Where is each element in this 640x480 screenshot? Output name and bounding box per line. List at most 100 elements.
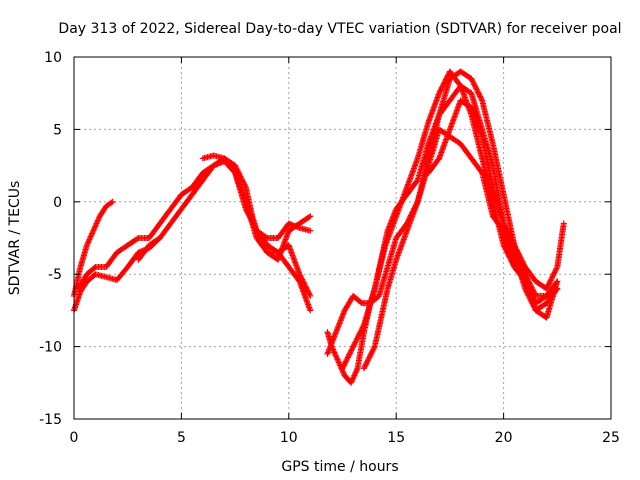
data-point	[306, 214, 313, 221]
data-point	[523, 288, 530, 295]
x-tick-label: 0	[70, 430, 79, 446]
data-point	[340, 362, 347, 369]
data-point	[554, 278, 561, 285]
data-point	[353, 336, 360, 343]
data-point	[547, 277, 554, 284]
data-point	[343, 357, 350, 364]
data-point	[346, 350, 353, 357]
data-point	[472, 83, 479, 90]
data-point	[347, 349, 354, 356]
y-tick-label: -10	[39, 340, 62, 356]
y-tick-label: -5	[48, 267, 62, 283]
data-point	[528, 297, 535, 304]
data-point	[501, 243, 508, 250]
data-point	[340, 363, 347, 370]
data-point	[550, 270, 557, 277]
data-point	[544, 284, 551, 291]
data-layer	[71, 68, 567, 386]
data-point	[232, 163, 239, 170]
data-point	[360, 323, 367, 330]
data-point	[528, 299, 535, 306]
data-point	[305, 290, 312, 297]
series-track-8	[324, 126, 561, 357]
data-point	[357, 328, 364, 335]
x-tick-label: 25	[602, 430, 620, 446]
data-point	[350, 342, 357, 349]
data-point	[364, 358, 371, 365]
data-point	[442, 76, 449, 83]
data-point	[469, 78, 476, 85]
ticks: 0 5 10 15 20 25 -15 -10 -5 0 5 10	[39, 50, 620, 446]
data-point	[552, 268, 559, 275]
series-track-3	[75, 158, 314, 292]
data-point	[307, 213, 314, 220]
data-point	[478, 168, 485, 175]
data-point	[550, 272, 557, 279]
data-point	[301, 282, 308, 289]
data-point	[477, 94, 484, 101]
data-point	[546, 278, 553, 285]
data-point	[302, 283, 309, 290]
data-point	[438, 84, 445, 91]
data-point	[354, 335, 361, 342]
data-point	[344, 355, 351, 362]
data-point	[475, 89, 482, 96]
y-tick-label: 0	[53, 195, 62, 211]
data-point	[476, 92, 483, 99]
data-point	[546, 280, 553, 287]
data-point	[477, 93, 484, 100]
data-point	[471, 82, 478, 89]
data-point	[530, 301, 537, 308]
data-point	[349, 344, 356, 351]
data-point	[342, 358, 349, 365]
data-point	[351, 340, 358, 347]
data-point	[524, 289, 531, 296]
data-point	[361, 363, 368, 370]
series-track-7	[324, 82, 561, 386]
data-point	[350, 343, 357, 350]
data-point	[526, 293, 533, 300]
data-point	[297, 272, 304, 279]
data-point	[553, 265, 560, 272]
data-point	[500, 242, 507, 249]
data-point	[307, 292, 314, 299]
series-track-11	[425, 97, 561, 314]
series-track-6	[242, 198, 314, 314]
data-point	[478, 96, 485, 103]
data-point	[548, 274, 555, 281]
series-track-1	[71, 198, 116, 299]
data-point	[307, 307, 314, 314]
data-point	[470, 79, 477, 86]
data-point	[339, 365, 346, 372]
data-point	[236, 172, 243, 179]
data-point	[369, 347, 376, 354]
data-point	[522, 285, 529, 292]
data-point	[348, 347, 355, 354]
x-tick-label: 10	[280, 430, 298, 446]
data-point	[553, 286, 560, 293]
plot-frame	[73, 56, 612, 420]
data-point	[362, 362, 369, 369]
y-tick-label: -15	[39, 412, 62, 428]
data-point	[352, 338, 359, 345]
data-point	[91, 264, 98, 271]
data-point	[355, 332, 362, 339]
data-point	[527, 296, 534, 303]
data-point	[526, 295, 533, 302]
data-point	[238, 174, 245, 181]
y-axis-label: SDTVAR / TECUs	[7, 181, 23, 296]
data-point	[468, 75, 475, 82]
data-point	[522, 287, 529, 294]
data-point	[348, 346, 355, 353]
data-point	[358, 325, 365, 332]
data-point	[366, 354, 373, 361]
data-point	[356, 330, 363, 337]
data-point	[359, 324, 366, 331]
data-point	[371, 344, 378, 351]
data-point	[469, 77, 476, 84]
data-point	[358, 327, 365, 334]
data-point	[441, 79, 448, 86]
data-point	[241, 181, 248, 188]
data-point	[242, 182, 249, 189]
